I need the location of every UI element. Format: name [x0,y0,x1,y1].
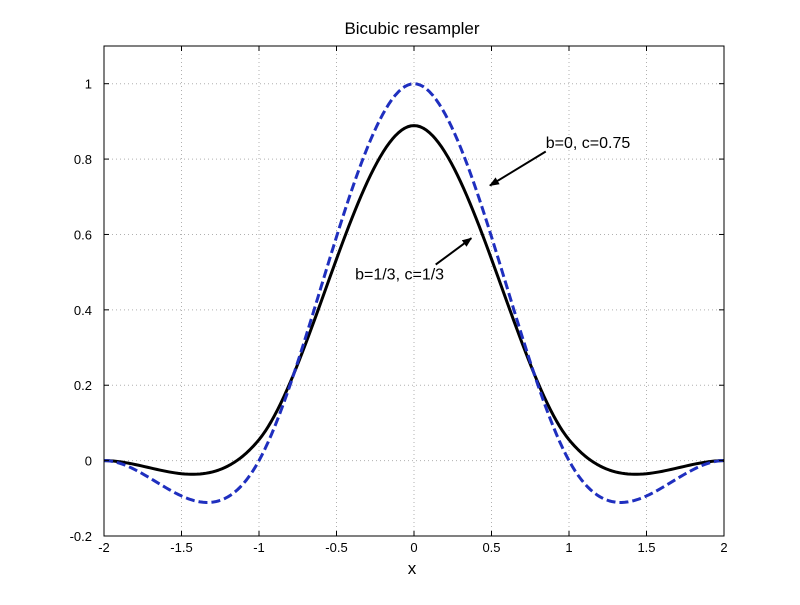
annotation-arrow [489,150,547,187]
y-tick-label: 0 [85,454,92,469]
x-tick-label: -2 [98,540,110,555]
plot-lines [103,82,725,504]
x-tick-label: -1.5 [170,540,192,555]
x-tick-label: 2 [720,540,727,555]
annotation-arrow [435,237,473,266]
x-tick-label: 0 [410,540,417,555]
annotations: b=0, c=0.75 b=1/3, c=1/3 [355,135,630,284]
y-tick-label: 0.8 [74,152,92,167]
x-tick-label: 0.5 [482,540,500,555]
annotation-label: b=1/3, c=1/3 [355,267,444,284]
y-tick-label: 0.4 [74,303,92,318]
dashed-series-line [103,82,725,504]
y-tick-label: 0.6 [74,227,92,242]
x-tick-label: -1 [253,540,265,555]
y-tick-label: 0.2 [74,378,92,393]
solid-series-line [103,124,725,476]
annotation-label: b=0, c=0.75 [546,135,631,152]
x-tick-label: 1 [565,540,572,555]
axis-ticks: -2 -1.5 -1 -0.5 0 0.5 1 1.5 2 -0.2 0 0.2 0.4 0.6 0.8 1 [70,46,728,555]
x-tick-label: 1.5 [637,540,655,555]
grid-lines [103,46,725,537]
chart-title: Bicubic resampler [344,19,479,38]
x-tick-label: -0.5 [325,540,347,555]
y-tick-label: 1 [85,77,92,92]
y-tick-label: -0.2 [70,529,92,544]
x-axis-label: x [408,559,417,578]
